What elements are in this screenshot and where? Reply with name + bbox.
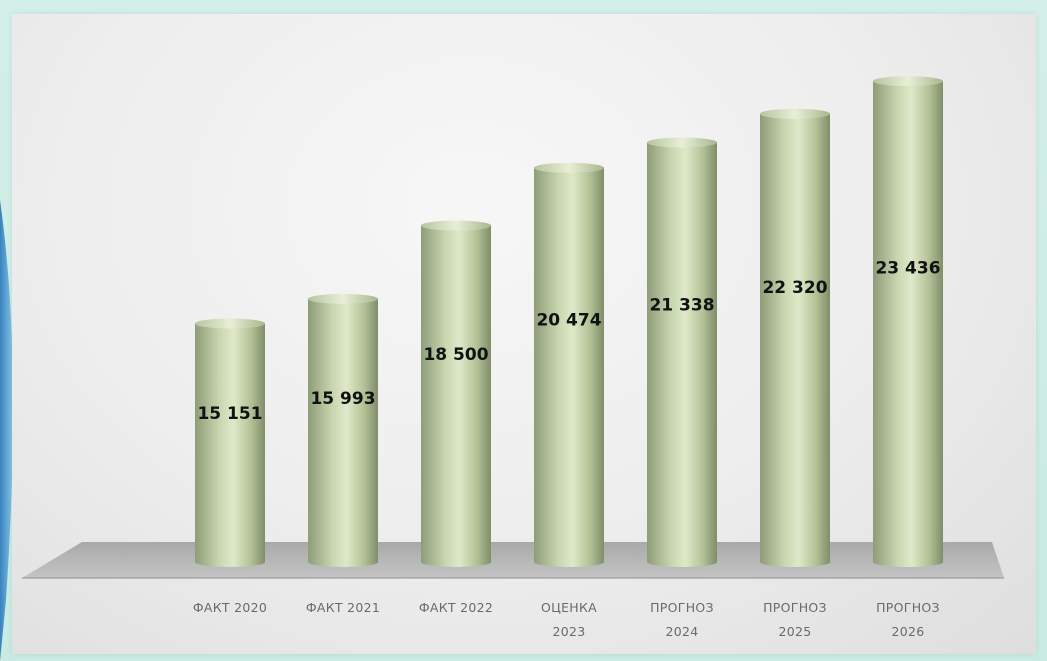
bar-7 bbox=[873, 76, 943, 567]
bar-cap bbox=[195, 318, 265, 329]
bar-cap bbox=[873, 76, 943, 87]
bar-cap bbox=[647, 137, 717, 148]
category-label-2: ФАКТ 2021 bbox=[306, 600, 380, 615]
bar-body bbox=[534, 167, 604, 568]
bar-body bbox=[195, 323, 265, 567]
category-label-3: ФАКТ 2022 bbox=[419, 600, 493, 615]
bar-cap bbox=[308, 293, 378, 304]
bar-1 bbox=[195, 318, 265, 567]
bar-cap bbox=[534, 162, 604, 173]
category-label-5: ПРОГНОЗ 2024 bbox=[650, 600, 714, 639]
data-label-1: 15 151 bbox=[197, 404, 262, 424]
bar-cap bbox=[760, 108, 830, 119]
bar-2 bbox=[308, 293, 378, 567]
bar-5 bbox=[647, 137, 717, 567]
bar-body bbox=[308, 298, 378, 567]
chart-panel: 15 151 15 993 18 500 20 474 21 338 22 320 23 4… bbox=[12, 14, 1036, 654]
category-label-7: ПРОГНОЗ 2026 bbox=[876, 600, 940, 639]
bar-3 bbox=[421, 220, 491, 568]
bar-chart: 15 151 15 993 18 500 20 474 21 338 22 320 23 4… bbox=[22, 76, 1004, 639]
data-label-6: 22 320 bbox=[762, 278, 827, 298]
chart-floor bbox=[22, 542, 1004, 578]
data-label-3: 18 500 bbox=[423, 345, 488, 365]
bar-6 bbox=[760, 108, 830, 567]
bar-body bbox=[647, 142, 717, 567]
category-label-1: ФАКТ 2020 bbox=[193, 600, 267, 615]
bar-body bbox=[760, 113, 830, 567]
bar-cap bbox=[421, 220, 491, 231]
decorative-side-accent bbox=[0, 200, 14, 661]
category-label-4: ОЦЕНКА 2023 bbox=[541, 600, 597, 639]
bar-body bbox=[873, 81, 943, 567]
bar-4 bbox=[534, 162, 604, 568]
data-label-2: 15 993 bbox=[310, 389, 375, 409]
bar-body bbox=[421, 225, 491, 568]
data-label-7: 23 436 bbox=[875, 258, 940, 278]
data-label-4: 20 474 bbox=[536, 310, 601, 330]
data-label-5: 21 338 bbox=[649, 295, 714, 315]
category-label-6: ПРОГНОЗ 2025 bbox=[763, 600, 827, 639]
